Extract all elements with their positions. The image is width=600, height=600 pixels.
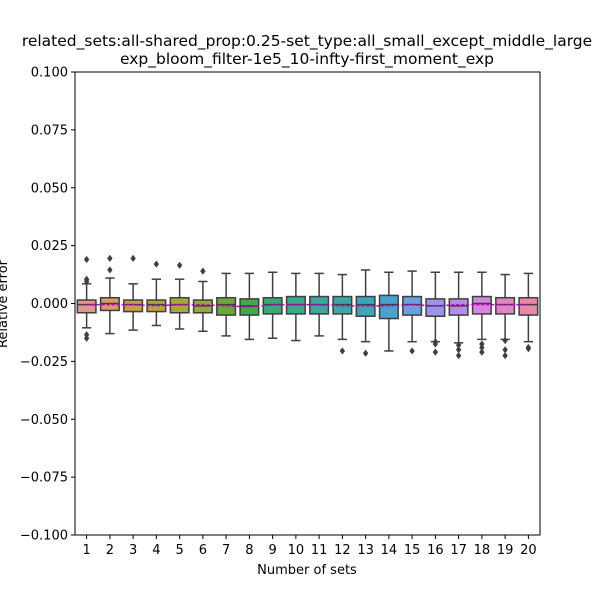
box-iqr: [378, 294, 399, 320]
x-axis-ticks: 1 2 3 4 5 6 7 8 9 10 11 12 13 14 15 16 17 18 19 20: [82, 535, 537, 558]
outlier-point: [107, 266, 113, 274]
box-group: [123, 254, 144, 331]
box-group: [448, 271, 469, 360]
outlier-point: [130, 254, 136, 262]
box-group: [471, 271, 492, 356]
x-tick-label: 6: [199, 543, 207, 558]
outlier-point: [525, 345, 532, 353]
y-tick-label: −0.025: [20, 355, 68, 370]
outlier-point: [432, 348, 439, 356]
box-group: [146, 260, 167, 327]
box-group: [169, 261, 190, 330]
plot-area-frame: [74, 71, 541, 536]
box-group: [285, 272, 306, 342]
box-group: [355, 269, 376, 357]
outlier-point: [83, 255, 90, 264]
box-group: [76, 255, 97, 342]
y-tick-label: 0.100: [31, 66, 68, 81]
outlier-point: [339, 347, 346, 355]
y-tick-label: 0.075: [31, 123, 68, 138]
x-tick-label: 20: [520, 543, 537, 558]
x-tick-label: 15: [404, 543, 421, 558]
x-tick-label: 7: [222, 543, 230, 558]
x-tick-label: 11: [311, 543, 328, 558]
outlier-point: [455, 346, 462, 354]
outlier-point: [479, 343, 485, 352]
y-tick-label: −0.050: [20, 413, 68, 428]
outlier-point: [409, 347, 415, 355]
x-tick-label: 4: [152, 543, 160, 558]
box-group: [192, 267, 213, 333]
outlier-point: [455, 351, 462, 360]
x-tick-label: 19: [497, 543, 514, 558]
x-tick-label: 14: [381, 543, 398, 558]
x-tick-label: 13: [357, 543, 374, 558]
x-tick-label: 9: [268, 543, 276, 558]
outlier-point: [502, 346, 508, 354]
box-iqr: [518, 296, 539, 316]
box-iqr: [76, 299, 97, 314]
mean-line: [86, 303, 529, 308]
outlier-point: [455, 341, 462, 349]
chart-title-line1: related_sets:all-shared_prop:0.25-set_ty…: [22, 32, 592, 51]
y-tick-label: −0.100: [20, 529, 68, 544]
boxes-layer: [76, 254, 539, 360]
outlier-point: [153, 260, 160, 268]
outlier-point: [107, 254, 113, 262]
box-group: [332, 273, 353, 355]
x-tick-label: 17: [450, 543, 467, 558]
outlier-point: [432, 340, 439, 348]
y-tick-label: 0.025: [31, 239, 68, 254]
box-group: [309, 272, 330, 337]
outlier-point: [362, 349, 369, 357]
outlier-point: [83, 275, 90, 283]
x-tick-label: 3: [129, 543, 137, 558]
x-axis-label: Number of sets: [257, 563, 357, 578]
box-group: [402, 270, 423, 355]
x-tick-label: 8: [245, 543, 253, 558]
y-tick-label: −0.075: [20, 471, 68, 486]
outlier-point: [502, 336, 508, 345]
y-axis-label: Relative error: [0, 259, 11, 348]
box-iqr: [425, 298, 446, 317]
box-group: [99, 254, 120, 335]
box-iqr: [355, 295, 376, 317]
outlier-point: [200, 267, 206, 275]
x-tick-label: 12: [334, 543, 351, 558]
box-group: [425, 271, 446, 356]
box-group: [216, 272, 237, 337]
box-iqr: [448, 298, 469, 316]
box-group: [518, 272, 539, 353]
x-tick-label: 2: [106, 543, 114, 558]
y-axis-ticks: −0.100 −0.075 −0.050 −0.025 0.000 0.025 0.050 0…: [20, 66, 75, 544]
chart-title-line2: exp_bloom_filter-1e5_10-infty-first_mome…: [120, 50, 494, 69]
box-iqr: [123, 299, 144, 313]
outlier-point: [479, 348, 485, 356]
x-tick-label: 10: [288, 543, 305, 558]
box-iqr: [495, 296, 516, 315]
box-iqr: [216, 296, 237, 316]
y-tick-label: 0.000: [31, 297, 68, 312]
x-tick-label: 16: [427, 543, 444, 558]
y-tick-label: 0.050: [31, 181, 68, 196]
box-iqr: [402, 295, 423, 316]
x-tick-label: 1: [82, 543, 90, 558]
x-tick-label: 5: [175, 543, 183, 558]
box-group: [378, 271, 399, 352]
box-group: [495, 273, 516, 360]
outlier-point: [176, 261, 183, 269]
outlier-point: [502, 351, 508, 360]
box-iqr: [262, 296, 283, 315]
x-tick-label: 18: [474, 543, 491, 558]
outlier-point: [83, 334, 90, 342]
